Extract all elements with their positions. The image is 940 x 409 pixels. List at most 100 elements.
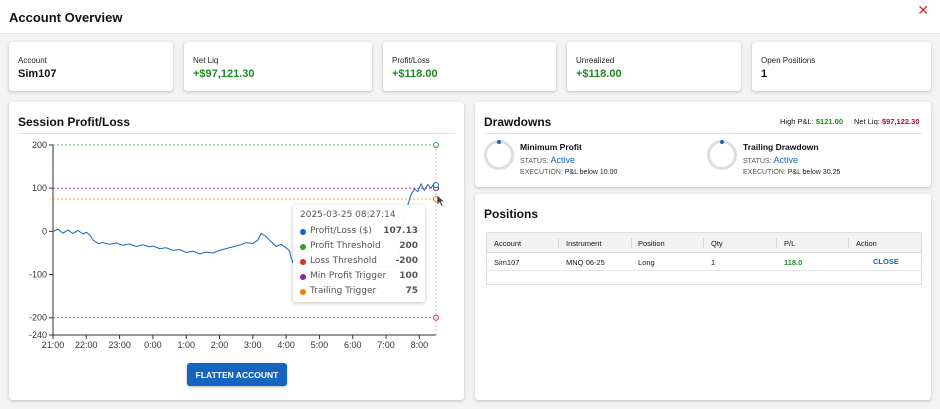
drawdown-name: Minimum Profit <box>520 142 582 152</box>
tooltip-row-name: Min Profit Trigger <box>310 271 387 281</box>
cell-position: Long <box>638 258 655 267</box>
column-separator <box>558 238 559 248</box>
metric-label: Account <box>18 56 47 65</box>
net-liq: Net Liq: $97,122.30 <box>854 117 920 126</box>
x-tick-label: 2:00 <box>211 340 229 350</box>
tooltip-row: Trailing Trigger 75 <box>300 286 418 298</box>
column-separator <box>631 238 632 248</box>
metric-label: Open Positions <box>761 56 816 65</box>
column-header[interactable]: Instrument <box>566 239 602 248</box>
y-tick-label: 0 <box>42 226 47 236</box>
x-tick-label: 3:00 <box>244 340 262 350</box>
column-separator <box>848 238 849 248</box>
tooltip-dot <box>300 274 306 280</box>
tooltip-row-value: 100 <box>399 271 418 281</box>
cell-account: Sim107 <box>494 258 520 267</box>
metric-card-unrealized: Unrealized +$118.00 <box>567 42 741 91</box>
drawdowns-title: Drawdowns <box>484 115 552 129</box>
drawdown-status-label: STATUS: <box>743 158 772 165</box>
drawdown-status: STATUS: Active <box>743 155 798 165</box>
chart-tooltip: 2025-03-25 08:27:14 Profit/Loss ($) 107.… <box>293 205 425 302</box>
column-header[interactable]: Action <box>856 239 877 248</box>
x-tick-label: 5:00 <box>311 340 329 350</box>
x-tick-label: 0:00 <box>144 340 162 350</box>
drawdown-status-label: STATUS: <box>520 158 549 165</box>
drawdown-execution: EXECUTION: P&L below 10.00 <box>520 169 617 176</box>
tooltip-row: Min Profit Trigger 100 <box>300 271 418 283</box>
x-tick-label: 1:00 <box>177 340 195 350</box>
positions-table: Account Instrument Position Qty P/L Acti… <box>486 232 922 285</box>
mouse-cursor-icon <box>436 194 446 207</box>
column-header[interactable]: Qty <box>711 239 723 248</box>
cell-instrument: MNQ 06-25 <box>566 258 605 267</box>
metric-card-account: Account Sim107 <box>9 42 173 91</box>
metric-label: Unrealized <box>576 56 615 65</box>
metric-card-open-positions: Open Positions 1 <box>752 42 931 91</box>
table-header: Account Instrument Position Qty P/L Acti… <box>487 233 921 253</box>
session-pnl-title: Session Profit/Loss <box>18 115 131 129</box>
pnl-last-point <box>433 182 439 189</box>
y-tick-label: 200 <box>32 140 47 150</box>
tooltip-time: 2025-03-25 08:27:14 <box>300 210 396 220</box>
tooltip-dot <box>300 289 306 295</box>
y-tick-label: -100 <box>29 270 47 280</box>
close-icon[interactable]: ✕ <box>917 2 929 18</box>
tooltip-row-value: -200 <box>395 256 418 266</box>
tooltip-row-value: 200 <box>399 241 418 251</box>
flatten-account-button[interactable]: FLATTEN ACCOUNT <box>187 363 287 386</box>
x-tick-label: 6:00 <box>344 340 362 350</box>
progress-ring-marker <box>497 140 501 144</box>
metric-label: Profit/Loss <box>392 56 430 65</box>
net-liq-label: Net Liq: <box>854 117 880 126</box>
y-tick-label: -240 <box>29 330 47 340</box>
net-liq-value: $97,122.30 <box>881 117 920 126</box>
tooltip-row: Profit Threshold 200 <box>300 241 418 253</box>
tooltip-row-value: 107.13 <box>383 226 418 236</box>
window-titlebar: Account Overview ✕ <box>0 0 940 34</box>
column-header[interactable]: Account <box>494 239 522 248</box>
progress-ring-marker <box>720 140 724 144</box>
tooltip-row-value: 75 <box>405 286 418 296</box>
drawdown-exec-label: EXECUTION: <box>520 169 563 176</box>
drawdown-name: Trailing Drawdown <box>743 142 819 152</box>
tooltip-row-name: Profit Threshold <box>310 241 381 251</box>
drawdown-status: STATUS: Active <box>520 155 575 165</box>
tooltip-row-name: Profit/Loss ($) <box>310 226 372 236</box>
column-header[interactable]: P/L <box>784 239 796 248</box>
close-position-button[interactable]: CLOSE <box>873 257 899 266</box>
column-separator <box>703 238 704 248</box>
cell-qty: 1 <box>711 258 716 267</box>
drawdown-exec-value: P&L below 10.00 <box>564 169 618 176</box>
y-tick-label: -200 <box>29 313 47 323</box>
x-tick-label: 21:00 <box>42 340 65 350</box>
divider <box>484 133 922 134</box>
table-row: Sim107 MNQ 06-25 Long 1 118.0 CLOSE <box>487 253 921 271</box>
tooltip-dot <box>300 244 306 250</box>
column-header[interactable]: Position <box>638 239 665 248</box>
x-tick-label: 22:00 <box>75 340 98 350</box>
drawdown-exec-value: P&L below 30.25 <box>787 169 841 176</box>
x-tick-label: 4:00 <box>277 340 295 350</box>
column-separator <box>776 238 777 248</box>
positions-title: Positions <box>484 207 539 221</box>
drawdowns-panel: Drawdowns High P&L: $121.00 Net Liq: $97… <box>475 102 931 187</box>
tooltip-dot <box>300 229 306 235</box>
tooltip-row-name: Trailing Trigger <box>310 286 377 296</box>
metric-value: +$118.00 <box>392 68 438 80</box>
x-tick-label: 7:00 <box>377 340 395 350</box>
x-tick-label: 23:00 <box>108 340 131 350</box>
metric-value: Sim107 <box>18 68 57 80</box>
high-pnl: High P&L: $121.00 <box>780 117 843 126</box>
positions-panel: Positions Account Instrument Position Qt… <box>475 194 931 400</box>
metric-card-profit-loss: Profit/Loss +$118.00 <box>383 42 556 91</box>
progress-ring-icon <box>484 140 514 170</box>
drawdown-execution: EXECUTION: P&L below 30.25 <box>743 169 840 176</box>
tooltip-dot <box>300 259 306 265</box>
metric-value: 1 <box>761 68 768 80</box>
metric-card-net-liq: Net Liq +$97,121.30 <box>184 42 372 91</box>
metric-value: +$118.00 <box>576 68 622 80</box>
x-tick-label: 8:00 <box>411 340 429 350</box>
tooltip-row: Loss Threshold -200 <box>300 256 418 268</box>
tooltip-row-name: Loss Threshold <box>310 256 377 266</box>
progress-ring-icon <box>707 140 737 170</box>
